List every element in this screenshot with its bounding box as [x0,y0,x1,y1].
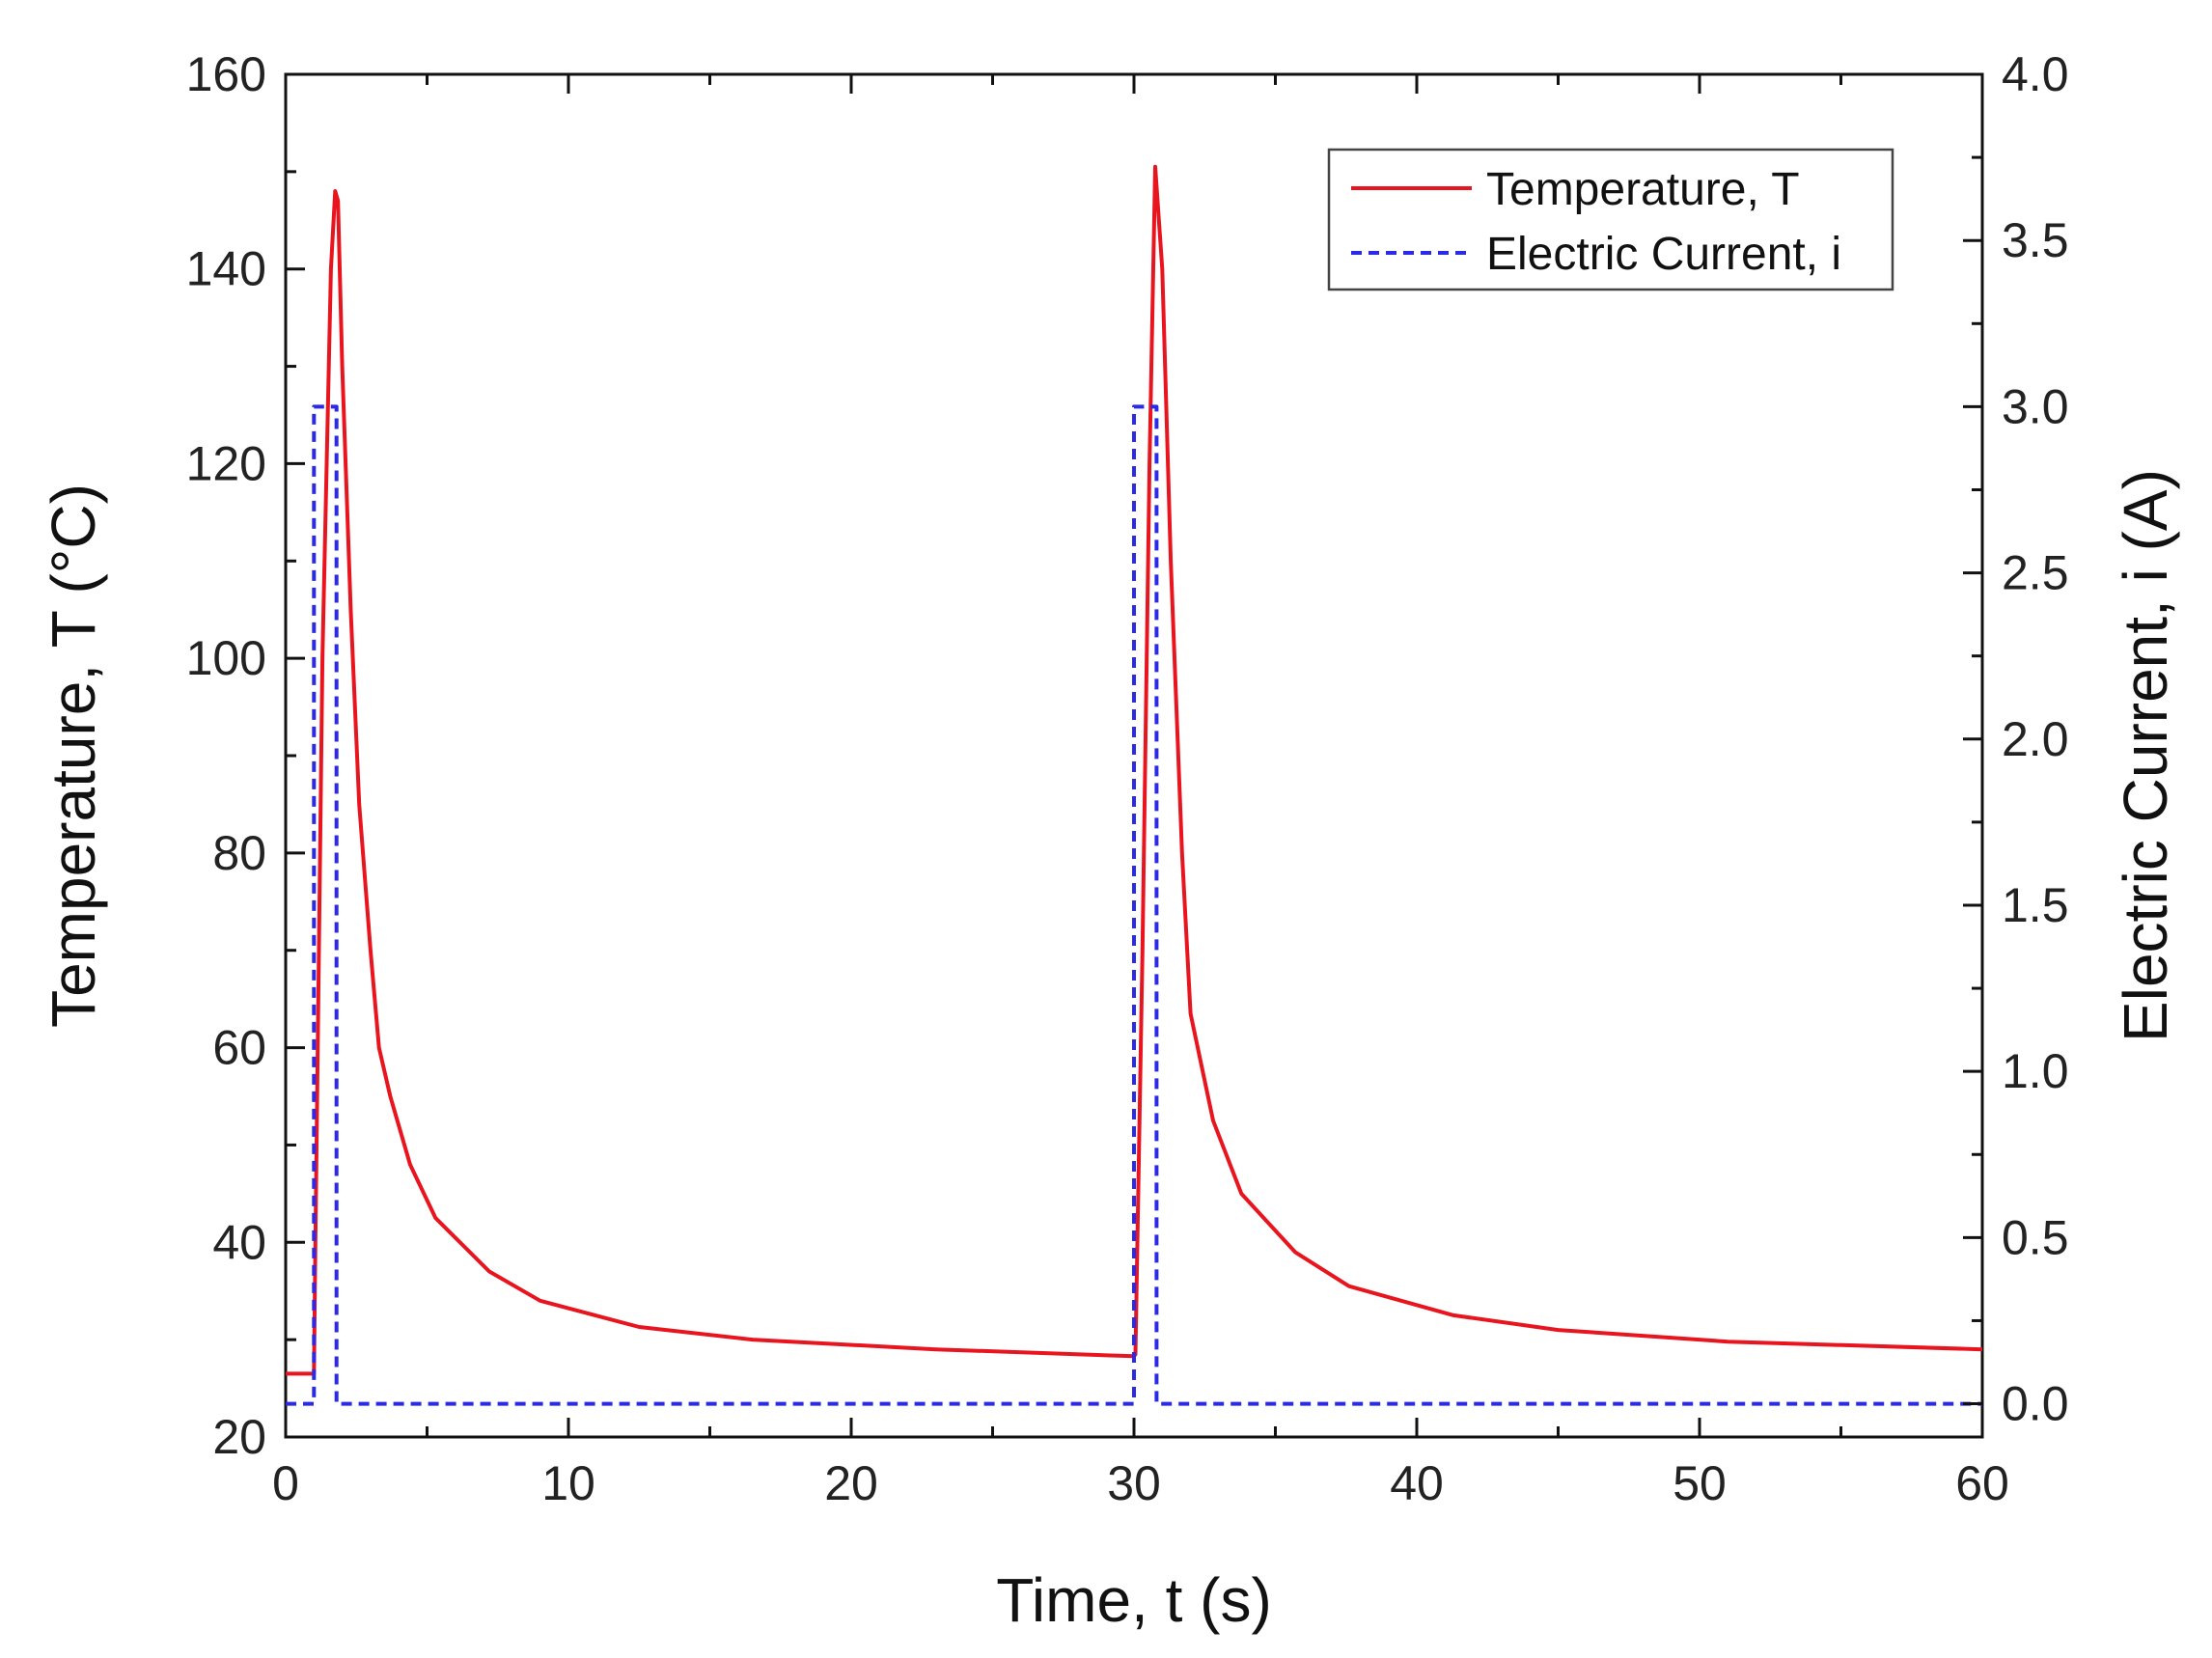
left-axis-title: Temperature, T (°C) [39,484,108,1028]
x-tick-label-2: 20 [824,1456,878,1510]
legend: Temperature, T Electric Current, i [1327,148,1894,291]
y-right-tick-label-0: 0.0 [2002,1377,2069,1431]
y-right-tick-label-1: 0.5 [2002,1210,2069,1264]
ticks-layer: 0 10 20 30 40 50 60 20 40 60 80 100 120 140 160 0.0 0.5 1… [186,47,2069,1510]
y-right-tick-label-6: 3.0 [2002,379,2069,433]
y-left-tick-label-2: 60 [212,1021,266,1075]
x-tick-label-3: 30 [1107,1456,1161,1510]
x-axis-title: Time, t (s) [996,1565,1272,1635]
y-right-tick-label-7: 3.5 [2002,213,2069,267]
y-right-tick-label-5: 2.5 [2002,546,2069,600]
legend-current-label: Electric Current, i [1486,229,1841,280]
y-left-tick-label-5: 120 [186,436,266,490]
x-tick-label-1: 10 [541,1456,595,1510]
y-right-tick-label-3: 1.5 [2002,878,2069,932]
y-left-tick-label-0: 20 [212,1410,266,1464]
y-right-tick-label-8: 4.0 [2002,47,2069,101]
right-axis-title: Electric Current, i (A) [2111,469,2180,1042]
legend-box [1327,148,1894,291]
y-left-tick-label-1: 40 [212,1215,266,1269]
y-right-tick-label-2: 1.0 [2002,1044,2069,1098]
legend-temperature-label: Temperature, T [1486,164,1800,215]
y-left-tick-label-3: 80 [212,826,266,880]
x-tick-label-6: 60 [1955,1456,2009,1510]
x-tick-label-0: 0 [272,1456,299,1510]
y-left-tick-label-6: 140 [186,242,266,296]
series-layer [286,164,1983,1406]
x-tick-label-5: 50 [1673,1456,1727,1510]
series-current-line [286,404,1982,1406]
x-tick-label-4: 40 [1390,1456,1444,1510]
y-left-tick-label-4: 100 [186,631,266,685]
series-temperature-line [286,164,1983,1376]
y-left-tick-label-7: 160 [186,47,266,101]
y-right-tick-label-4: 2.0 [2002,712,2069,766]
